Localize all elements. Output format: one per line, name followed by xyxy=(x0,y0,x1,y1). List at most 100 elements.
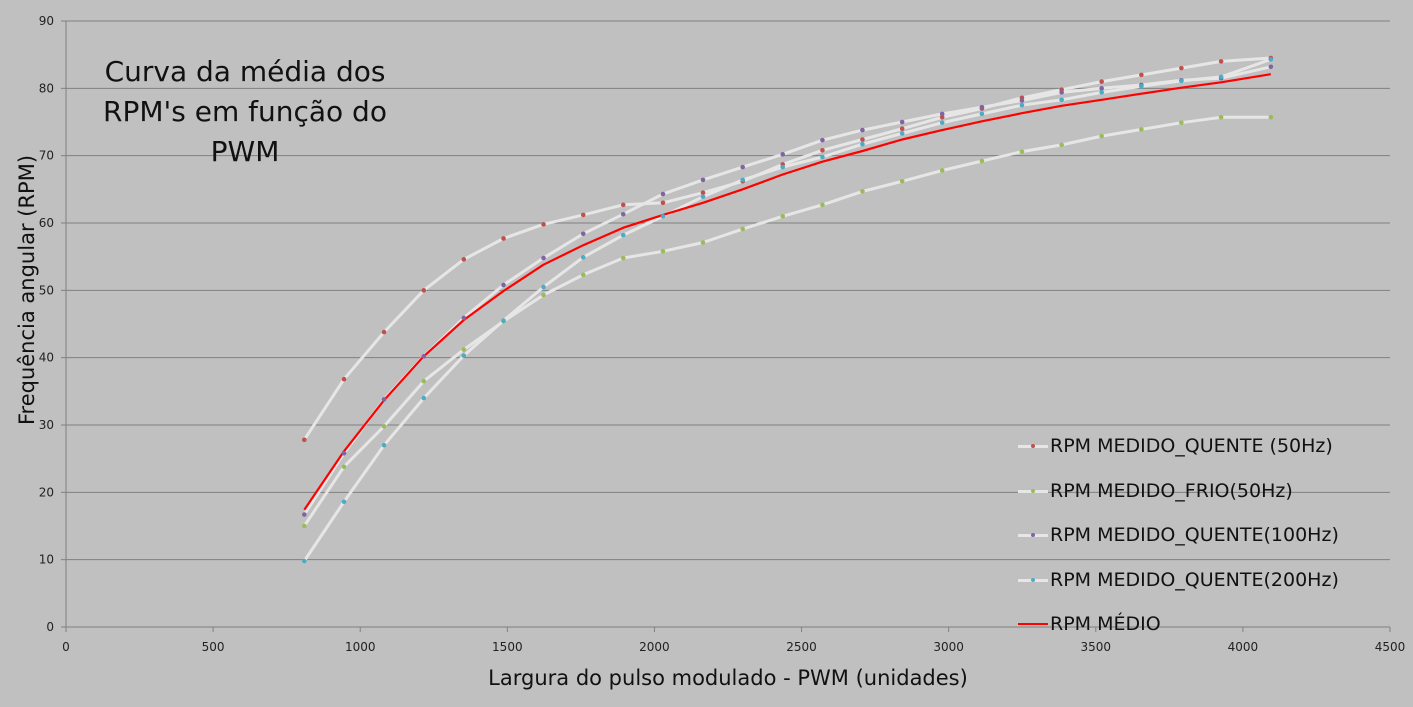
point-s3-14 xyxy=(860,141,865,147)
point-s2-1 xyxy=(341,450,347,456)
point-s1-20 xyxy=(1099,133,1104,139)
legend-label-frio-50hz: RPM MEDIDO_FRIO(50Hz) xyxy=(1050,479,1293,502)
x-tick-label-1000: 1000 xyxy=(345,640,376,654)
x-tick-label-4000: 4000 xyxy=(1228,640,1259,654)
point-s1-1 xyxy=(341,464,347,470)
point-s3-4 xyxy=(461,353,467,358)
point-s2-18 xyxy=(1019,98,1025,103)
x-tick-label-3500: 3500 xyxy=(1081,640,1112,654)
point-s0-4 xyxy=(461,257,467,262)
chart-title: Curva da média dos RPM's em função do PW… xyxy=(60,52,430,172)
point-s2-24 xyxy=(1268,64,1274,70)
point-s2-3 xyxy=(421,354,427,359)
point-s3-8 xyxy=(620,232,626,238)
x-tick-label-2500: 2500 xyxy=(786,640,817,654)
point-s1-14 xyxy=(860,189,865,194)
grid-lines xyxy=(66,20,1390,561)
point-s3-1 xyxy=(341,499,347,505)
point-s2-0 xyxy=(302,512,307,517)
tick-labels: 0 10 20 30 40 50 60 70 80 90 0 500 1000 1500 2000 2500 3… xyxy=(39,14,1406,654)
point-s2-16 xyxy=(939,111,945,117)
point-s2-4 xyxy=(461,315,467,321)
point-s3-17 xyxy=(979,111,985,117)
point-s3-11 xyxy=(740,177,746,183)
y-axis-label: Frequência angular (RPM) xyxy=(15,154,39,426)
y-tick-label-70: 70 xyxy=(39,149,54,163)
point-s3-3 xyxy=(421,395,427,401)
legend-label-quente-100hz: RPM MEDIDO_QUENTE(100Hz) xyxy=(1050,524,1339,547)
point-s0-1 xyxy=(341,376,347,382)
series-markers xyxy=(302,55,1274,564)
point-s1-16 xyxy=(939,168,945,173)
legend-swatch-rpm-medio xyxy=(1018,618,1048,630)
y-tick-label-90: 90 xyxy=(39,14,54,28)
point-s2-11 xyxy=(740,164,746,170)
point-s0-13 xyxy=(820,147,825,153)
point-s0-23 xyxy=(1218,59,1224,64)
legend-item-rpm-medio: RPM MÉDIO xyxy=(1018,602,1398,647)
point-s1-10 xyxy=(700,240,706,245)
y-tick-label-0: 0 xyxy=(46,620,54,634)
y-tick-label-10: 10 xyxy=(39,553,54,567)
point-s2-9 xyxy=(660,191,666,197)
point-s1-21 xyxy=(1139,127,1144,132)
point-s2-15 xyxy=(899,119,905,125)
point-s1-17 xyxy=(979,158,985,164)
point-s3-19 xyxy=(1059,97,1064,103)
point-s1-22 xyxy=(1179,120,1184,125)
legend-label-quente-200hz: RPM MEDIDO_QUENTE(200Hz) xyxy=(1050,568,1339,591)
point-s0-16 xyxy=(939,114,945,120)
point-s3-2 xyxy=(381,442,387,448)
point-s3-6 xyxy=(541,284,546,290)
point-s1-15 xyxy=(899,178,905,184)
point-s2-12 xyxy=(780,152,786,157)
x-tick-label-3000: 3000 xyxy=(933,640,964,654)
point-s3-7 xyxy=(580,255,586,260)
point-s0-6 xyxy=(541,222,546,227)
point-s1-0 xyxy=(302,523,307,529)
point-s0-7 xyxy=(580,212,586,218)
point-s3-13 xyxy=(820,154,825,160)
point-s3-21 xyxy=(1139,84,1144,89)
point-s1-8 xyxy=(620,255,626,261)
point-s2-14 xyxy=(860,127,865,133)
legend-item-frio-50hz: RPM MEDIDO_FRIO(50Hz) xyxy=(1018,469,1398,514)
point-s0-14 xyxy=(860,137,865,142)
point-s3-18 xyxy=(1019,102,1025,108)
legend-swatch-frio-50hz xyxy=(1018,485,1048,497)
series-line-rpm-medido-quente-50hz-0 xyxy=(303,56,1271,441)
x-tick-label-0: 0 xyxy=(62,640,70,654)
point-s1-2 xyxy=(381,424,387,429)
legend: RPM MEDIDO_QUENTE (50Hz) RPM MEDIDO_FRIO… xyxy=(1018,424,1398,647)
point-s3-0 xyxy=(302,558,307,564)
point-s3-16 xyxy=(939,120,945,125)
point-s3-9 xyxy=(660,213,666,219)
point-s3-12 xyxy=(780,164,786,170)
point-s0-3 xyxy=(421,288,427,293)
chart-title-line-1: Curva da média dos xyxy=(104,55,386,88)
x-tick-label-500: 500 xyxy=(202,640,225,654)
point-s2-6 xyxy=(541,255,546,261)
point-s1-11 xyxy=(740,226,746,232)
point-s3-24 xyxy=(1268,57,1274,62)
y-tick-label-80: 80 xyxy=(39,81,54,95)
point-s1-7 xyxy=(580,272,586,278)
point-s0-15 xyxy=(899,126,905,132)
point-s2-13 xyxy=(820,137,825,143)
point-s3-15 xyxy=(899,131,905,136)
point-s0-5 xyxy=(501,236,506,241)
legend-label-quente-50hz: RPM MEDIDO_QUENTE (50Hz) xyxy=(1050,435,1333,458)
point-s2-7 xyxy=(580,231,586,237)
point-s1-13 xyxy=(820,202,825,208)
point-s2-17 xyxy=(979,104,985,110)
point-s0-2 xyxy=(381,329,387,335)
point-s1-9 xyxy=(660,248,666,254)
point-s2-19 xyxy=(1059,90,1064,95)
point-s2-5 xyxy=(501,282,506,288)
point-s2-8 xyxy=(620,211,626,217)
legend-swatch-quente-100hz xyxy=(1018,529,1048,541)
legend-swatch-quente-200hz xyxy=(1018,574,1048,586)
y-tick-label-20: 20 xyxy=(39,485,54,499)
legend-label-rpm-medio: RPM MÉDIO xyxy=(1050,613,1161,636)
